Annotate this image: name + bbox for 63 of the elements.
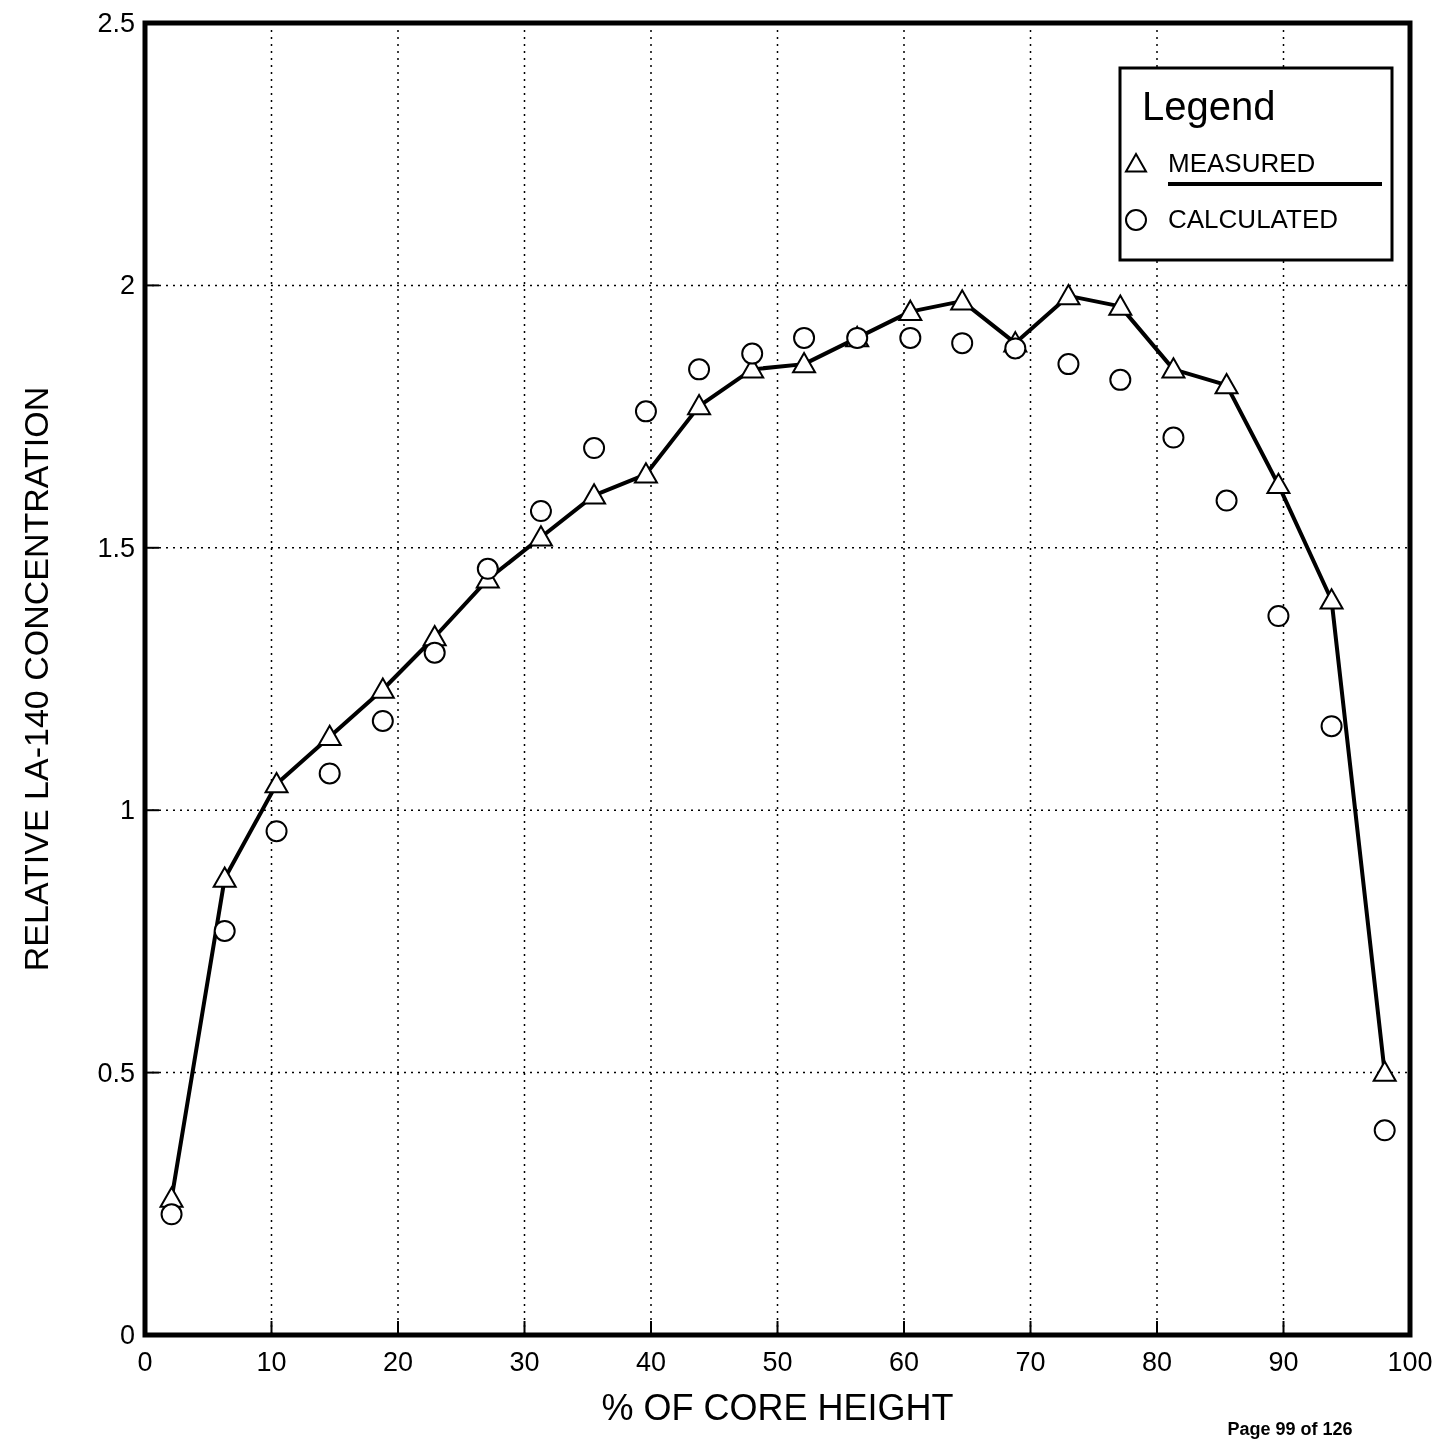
point: [212, 866, 237, 888]
point: [898, 299, 923, 321]
point: [370, 677, 395, 699]
x-tick-label: 40: [635, 1347, 667, 1377]
point: [1108, 294, 1133, 316]
x-tick-label: 50: [762, 1347, 793, 1377]
point: [371, 709, 394, 732]
point: [264, 771, 289, 794]
point: [792, 352, 817, 374]
y-tick-label: 2: [119, 270, 135, 301]
point: [1161, 357, 1186, 379]
point: [265, 820, 288, 843]
y-tick-label: 1: [119, 795, 135, 826]
legend-label: CALCULATED: [1168, 204, 1339, 234]
x-tick-label: 30: [509, 1347, 540, 1377]
point: [529, 500, 552, 523]
point: [318, 762, 341, 785]
point: [633, 462, 658, 484]
point: [688, 358, 711, 381]
x-tick-label: 90: [1268, 1347, 1299, 1377]
point: [950, 289, 975, 311]
x-tick-label: 100: [1387, 1347, 1433, 1377]
point: [1266, 472, 1291, 495]
point: [1214, 373, 1239, 395]
point: [476, 557, 499, 580]
text: Page 99 of 126: [1227, 1419, 1353, 1439]
point: [741, 342, 764, 365]
y-tick-label: 0.5: [97, 1057, 135, 1088]
x-tick-label: 60: [888, 1347, 920, 1377]
point: [1319, 588, 1344, 610]
x-axis-title: % OF CORE HEIGHT: [601, 1387, 954, 1428]
x-tick-label: 70: [1015, 1347, 1046, 1377]
x-tick-label: 10: [256, 1347, 287, 1377]
point: [1109, 368, 1132, 391]
y-axis-title: RELATIVE LA-140 CONCENTRATION: [17, 386, 55, 972]
y-tick-label: 2.5: [97, 8, 135, 38]
point: [528, 525, 553, 547]
point: [1162, 426, 1185, 449]
x-tick-label: 20: [382, 1347, 414, 1377]
point: [1056, 283, 1081, 306]
point: [583, 437, 606, 460]
point: [160, 1203, 183, 1226]
point: [1004, 337, 1027, 360]
point: [1373, 1119, 1396, 1142]
point: [1320, 715, 1343, 738]
y-tick-label: 1.5: [97, 532, 135, 563]
point: [1267, 605, 1290, 628]
point: [634, 400, 657, 423]
point: [582, 483, 607, 505]
point: [1372, 1060, 1397, 1082]
x-tick-label: 80: [1141, 1347, 1173, 1377]
legend-label: MEASURED: [1168, 148, 1316, 178]
point: [951, 332, 974, 355]
y-tick-label: 0: [119, 1320, 135, 1350]
point: [687, 394, 712, 416]
point: [1215, 489, 1238, 512]
point: [317, 724, 342, 746]
point: [423, 641, 446, 664]
point: [213, 919, 236, 942]
point: [1057, 353, 1080, 376]
point: [899, 326, 922, 349]
legend-title: Legend: [1142, 84, 1276, 128]
point: [793, 326, 816, 349]
